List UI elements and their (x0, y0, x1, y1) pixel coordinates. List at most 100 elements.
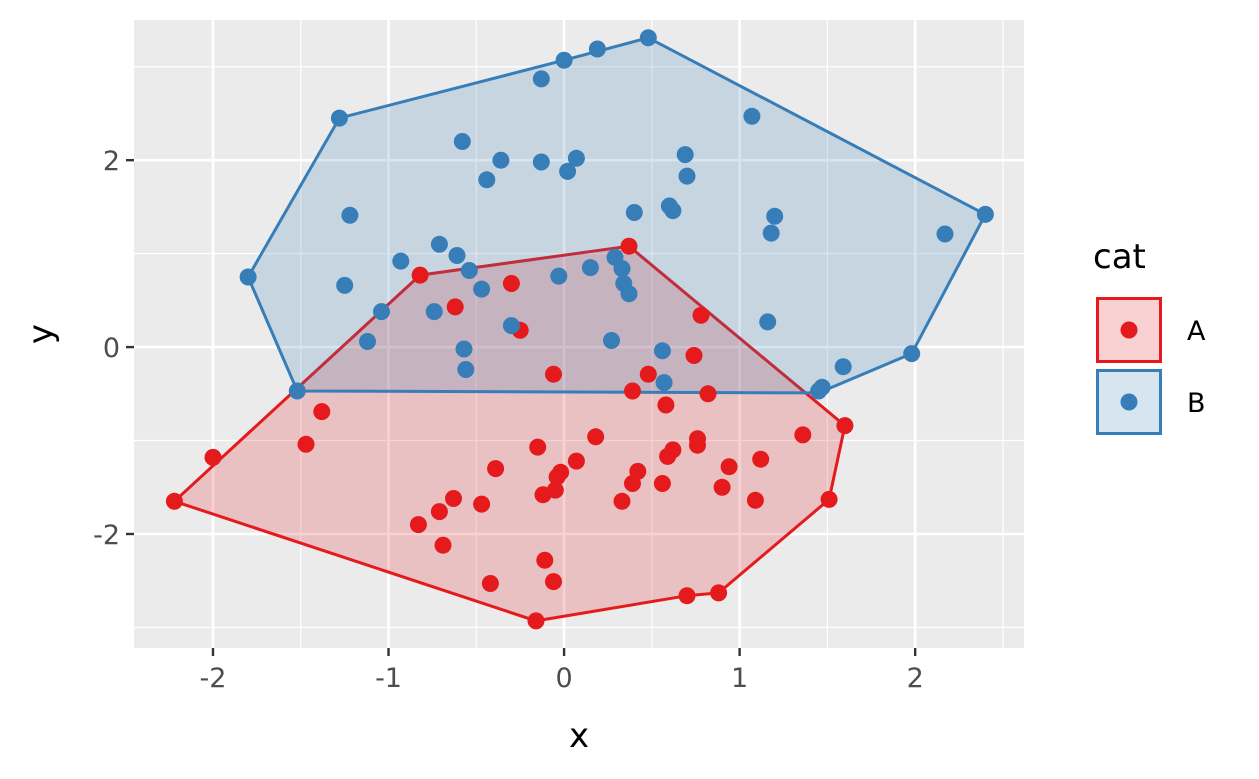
y-axis-title: y (21, 324, 61, 344)
y-tick-label: -2 (93, 520, 120, 551)
point-a (481, 575, 499, 592)
point-b (550, 267, 568, 285)
point-a (710, 584, 728, 602)
point-b (492, 151, 510, 169)
point-a (657, 396, 675, 414)
legend-item-a: A (1096, 297, 1206, 363)
point-b (613, 260, 631, 278)
x-axis: -2 -1 0 1 2 (200, 648, 924, 694)
point-b (425, 303, 443, 321)
point-a (545, 365, 562, 383)
point-a (653, 475, 671, 492)
point-b (288, 382, 306, 400)
x-tick-label: 1 (731, 663, 748, 694)
y-tick-label: 2 (103, 146, 120, 177)
point-b (620, 285, 638, 303)
point-b (559, 162, 577, 180)
point-a (752, 450, 770, 468)
point-a (746, 491, 764, 509)
point-a (545, 573, 562, 591)
point-a (629, 462, 647, 480)
point-b (448, 247, 466, 264)
point-b (359, 333, 376, 350)
point-a (446, 298, 464, 316)
point-a (664, 441, 682, 459)
legend-label-a: A (1187, 316, 1206, 347)
y-axis: -2 0 2 (93, 146, 134, 551)
points-layer (165, 29, 994, 630)
point-b (341, 206, 359, 224)
point-b (532, 153, 550, 171)
point-b (239, 268, 257, 286)
point-b (336, 276, 354, 294)
point-b (653, 342, 671, 360)
point-b (373, 303, 390, 321)
point-b (813, 378, 831, 396)
point-b (478, 171, 496, 189)
x-axis-title: x (569, 716, 589, 756)
point-a (536, 551, 554, 569)
point-a (527, 612, 545, 630)
point-a (430, 503, 448, 521)
legend-items: AB (1096, 297, 1206, 435)
point-b (473, 280, 491, 298)
point-b (655, 374, 673, 392)
plot-panel (134, 20, 1024, 648)
point-b (532, 70, 550, 88)
point-a (685, 347, 703, 364)
point-a (434, 536, 452, 554)
point-a (720, 458, 738, 476)
point-b (567, 149, 585, 167)
point-a (313, 403, 331, 421)
x-tick-label: -2 (200, 663, 227, 694)
point-b (581, 259, 599, 277)
point-b (453, 133, 471, 150)
point-a (529, 438, 547, 456)
point-b (502, 317, 520, 335)
point-b (903, 345, 921, 363)
point-b (759, 313, 777, 331)
point-a (678, 587, 696, 605)
legend-title: cat (1093, 237, 1146, 277)
point-b (460, 262, 478, 279)
point-a (552, 463, 570, 481)
point-a (692, 306, 710, 324)
point-a (820, 490, 838, 508)
point-b (457, 361, 475, 378)
point-a (502, 275, 520, 292)
point-b (555, 51, 573, 69)
point-b (676, 146, 694, 164)
point-a (620, 237, 638, 255)
point-a (165, 492, 183, 510)
point-b (664, 202, 682, 220)
point-b (678, 167, 696, 185)
point-a (794, 426, 812, 444)
point-a (297, 435, 315, 453)
legend: cat AB (1093, 237, 1206, 435)
point-a (409, 516, 427, 534)
point-b (625, 204, 643, 221)
point-a (204, 448, 222, 466)
point-b (743, 107, 761, 125)
point-a (613, 492, 631, 510)
x-tick-label: -1 (375, 663, 402, 694)
point-b (588, 40, 606, 58)
legend-item-b: B (1096, 369, 1206, 435)
point-a (836, 417, 854, 435)
point-a (639, 365, 657, 383)
point-b (455, 340, 473, 358)
point-b (976, 205, 994, 223)
point-b (936, 225, 954, 243)
y-tick-label: 0 (103, 333, 120, 364)
point-b (430, 235, 448, 253)
legend-label-b: B (1187, 388, 1206, 419)
point-a (699, 385, 717, 403)
legend-key-point (1120, 321, 1138, 339)
point-a (546, 481, 564, 499)
point-a (689, 430, 706, 448)
point-a (567, 452, 585, 470)
point-b (834, 358, 852, 376)
point-a (445, 490, 462, 507)
point-b (639, 29, 657, 47)
